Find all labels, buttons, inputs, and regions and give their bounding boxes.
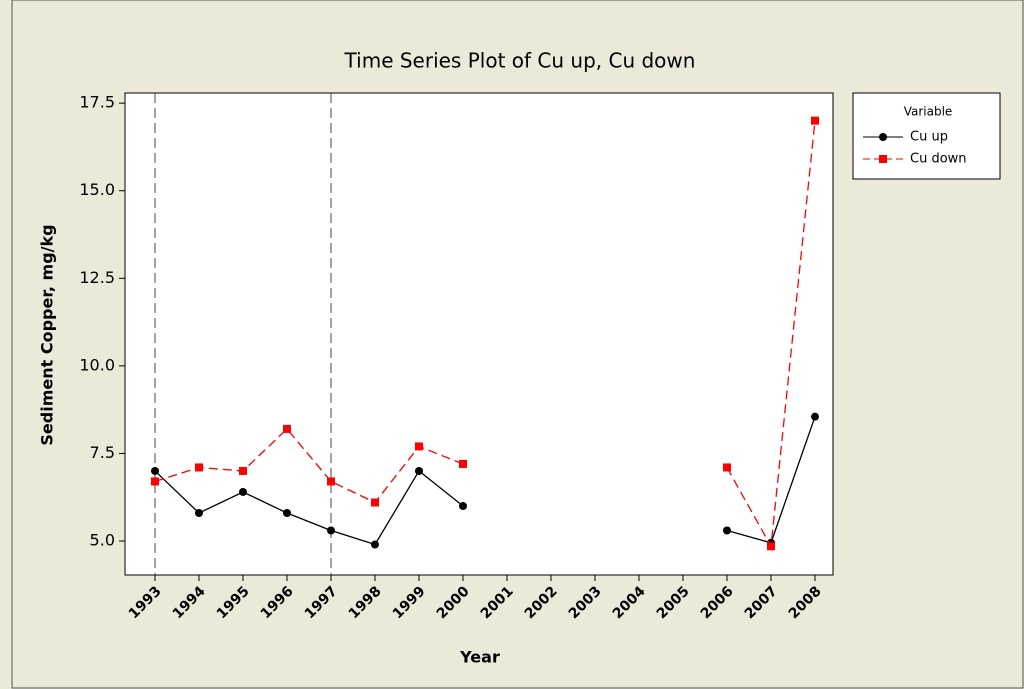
y-tick-label: 5.0 [90,531,115,550]
y-tick-label: 7.5 [90,443,115,462]
point [327,477,335,486]
y-tick-label: 12.5 [79,268,115,287]
y-axis-label: Sediment Copper, mg/kg [38,224,57,445]
point [459,459,467,468]
point [415,466,423,475]
point [459,501,467,510]
point [151,466,159,475]
point [723,463,731,472]
legend-marker [879,155,887,163]
point [151,477,159,486]
point [723,526,731,535]
legend-label: Cu up [910,130,948,145]
point [239,487,247,496]
point [371,540,379,549]
point [239,466,247,475]
legend-label: Cu down [910,152,967,167]
legend [852,92,1001,180]
point [415,442,423,451]
x-axis-label: Year [459,648,500,667]
y-tick-label: 17.5 [79,93,115,112]
point [195,508,203,517]
point [283,508,291,517]
legend-marker [879,133,887,141]
point [811,116,819,125]
point [195,463,203,472]
point [371,498,379,507]
chart-title: Time Series Plot of Cu up, Cu down [344,49,696,73]
point [327,526,335,535]
point [767,542,775,551]
legend-title: Variable [904,105,953,119]
point [811,412,819,421]
y-tick-label: 10.0 [79,355,115,374]
plot-area [124,92,834,576]
point [283,424,291,433]
y-tick-label: 15.0 [79,180,115,199]
